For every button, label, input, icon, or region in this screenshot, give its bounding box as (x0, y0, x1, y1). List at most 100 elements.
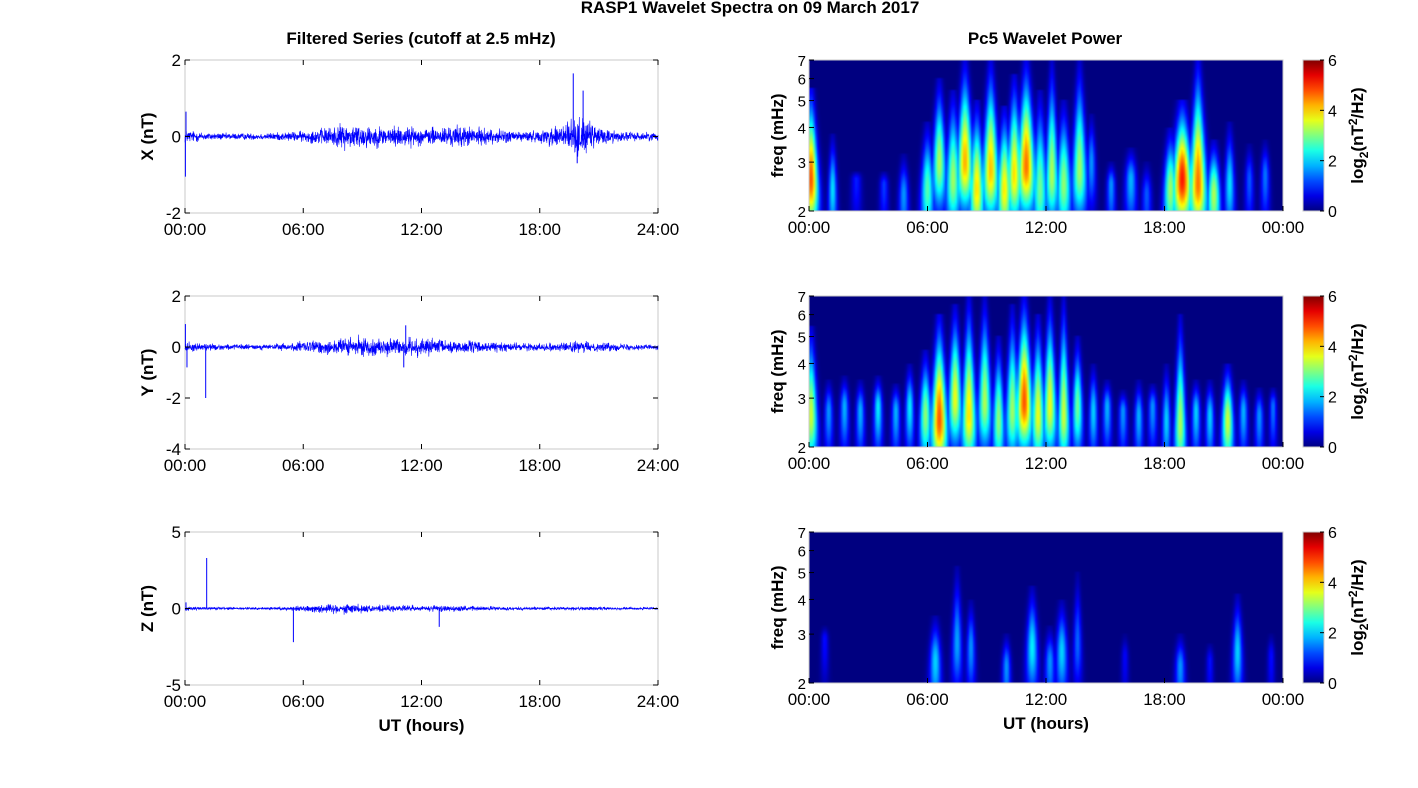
series-y-xtick-label: 24:00 (637, 456, 680, 475)
power-x-xtick-label: 06:00 (906, 218, 949, 237)
series-z-panel: 5 0 -500:00 06:00 12:00 18:00 24:00 Z (nT) UT (h… (138, 523, 679, 735)
power-x-ytick-label: 5 (798, 94, 806, 111)
power-y-ylabel: freq (mHz) (768, 329, 787, 413)
series-y-panel: 2 0 -2 -400:00 06:00 12:00 18:00 24:00 Y (nT) (138, 287, 679, 475)
power-x-panel: 2 3 4 5 6 7 00:00 06:00 12:00 18:00 00:00 freq (mHz… (768, 53, 1371, 237)
series-y-trace (184, 334, 659, 358)
power-x-ytick-label: 7 (798, 53, 806, 70)
power-x-ylabel: freq (mHz) (768, 93, 787, 177)
series-z-ylabel: Z (nT) (138, 585, 157, 632)
right-column-title: Pc5 Wavelet Power (968, 29, 1123, 48)
series-z-xtick-label: 06:00 (282, 692, 325, 711)
series-y-frame (184, 295, 659, 450)
power-z-xtick-label: 06:00 (906, 690, 949, 709)
series-y-xtick-label: 00:00 (164, 456, 207, 475)
power-x-ytick-label: 2 (798, 204, 806, 221)
series-x-xtick-label: 18:00 (518, 220, 561, 239)
series-y-ytick-label: 0 (172, 338, 181, 357)
series-z-xtick-label: 12:00 (400, 692, 443, 711)
power-z-colorbar-tick-label: 0 (1328, 676, 1337, 693)
power-y-colorbar-tick-label: 0 (1328, 440, 1337, 457)
power-y-colorbar-tick-label: 4 (1328, 339, 1337, 356)
panels: 20-200:00 06:00 12:00 18:00 24:00X (nT)20-2-… (138, 51, 1371, 735)
series-z-xlabel: UT (hours) (379, 716, 465, 735)
power-y-colorbar-label: log2(nT2/Hz) (1346, 323, 1371, 419)
series-y-ylabel: Y (nT) (138, 349, 157, 397)
series-x-ytick-label: 2 (172, 51, 181, 70)
series-z-xtick-label: 18:00 (518, 692, 561, 711)
series-y-xtick-label: 06:00 (282, 456, 325, 475)
series-y-xtick-label: 18:00 (518, 456, 561, 475)
power-y-ytick-label: 2 (798, 440, 806, 457)
power-x-colorbar (1302, 59, 1325, 212)
series-z-ytick-label: 0 (172, 600, 181, 619)
power-z-xtick-label: 12:00 (1025, 690, 1068, 709)
power-z-heatmap (809, 532, 1283, 683)
power-z-ylabel: freq (mHz) (768, 565, 787, 649)
series-x-ytick-label: 0 (172, 128, 181, 147)
series-z-ytick-label: -5 (166, 676, 181, 695)
series-z-trace (184, 603, 659, 615)
power-x-xtick-label: 12:00 (1025, 218, 1068, 237)
power-z-colorbar (1302, 531, 1325, 684)
power-y-panel: 2 3 4 5 6 7 00:00 06:00 12:00 18:00 00:00 freq (mHz… (768, 289, 1371, 473)
series-y-ytick-label: -2 (166, 389, 181, 408)
series-x-panel: 2 0 -200:00 06:00 12:00 18:00 24:00 X (nT) (138, 51, 679, 239)
power-z-ytick-label: 6 (798, 544, 806, 561)
power-z-ytick-label: 5 (798, 566, 806, 583)
power-z-xlabel: UT (hours) (1003, 714, 1089, 733)
series-y-ytick-label: 2 (172, 287, 181, 306)
power-z-colorbar-tick-label: 2 (1328, 626, 1337, 643)
power-y-ytick-label: 7 (798, 289, 806, 306)
power-z-xtick-label: 00:00 (788, 690, 831, 709)
power-z-ytick-label: 7 (798, 525, 806, 542)
power-x-xtick-label: 00:00 (788, 218, 831, 237)
power-x-ytick-label: 3 (798, 155, 806, 172)
power-y-ytick-label: 4 (798, 356, 806, 373)
power-z-colorbar-label: log2(nT2/Hz) (1346, 559, 1371, 655)
power-y-colorbar-tick-label: 6 (1328, 289, 1337, 306)
series-y-ytick-label: -4 (166, 440, 181, 459)
power-y-xtick-label: 06:00 (906, 454, 949, 473)
power-x-colorbar-tick-label: 4 (1328, 103, 1337, 120)
series-x-ylabel: X (nT) (138, 112, 157, 160)
power-x-ytick-label: 6 (798, 72, 806, 89)
power-z-colorbar-tick-label: 6 (1328, 525, 1337, 542)
series-x-xtick-label: 06:00 (282, 220, 325, 239)
power-y-xtick-label: 18:00 (1143, 454, 1186, 473)
power-x-colorbar-tick-label: 6 (1328, 53, 1337, 70)
series-z-xtick-label: 00:00 (164, 692, 207, 711)
power-y-ytick-label: 6 (798, 308, 806, 325)
power-y-heatmap (809, 296, 1283, 447)
power-y-xtick-label: 00:00 (788, 454, 831, 473)
power-z-xtick-label: 00:00 (1262, 690, 1305, 709)
power-x-colorbar-tick-label: 2 (1328, 154, 1337, 171)
power-y-colorbar (1302, 295, 1325, 448)
power-y-colorbar-tick-label: 2 (1328, 390, 1337, 407)
power-z-ytick-label: 3 (798, 627, 806, 644)
series-x-trace (184, 116, 659, 157)
power-y-xtick-label: 00:00 (1262, 454, 1305, 473)
series-x-xtick-label: 00:00 (164, 220, 207, 239)
power-y-ytick-label: 5 (798, 330, 806, 347)
series-x-xtick-label: 12:00 (400, 220, 443, 239)
power-x-colorbar-tick-label: 0 (1328, 204, 1337, 221)
figure-title: RASP1 Wavelet Spectra on 09 March 2017 (581, 0, 920, 17)
series-z-ytick-label: 5 (172, 523, 181, 542)
power-z-ytick-label: 2 (798, 676, 806, 693)
power-x-ytick-label: 4 (798, 120, 806, 137)
power-z-colorbar-tick-label: 4 (1328, 575, 1337, 592)
series-z-xtick-label: 24:00 (637, 692, 680, 711)
series-x-ytick-label: -2 (166, 204, 181, 223)
power-x-xtick-label: 00:00 (1262, 218, 1305, 237)
power-y-xtick-label: 12:00 (1025, 454, 1068, 473)
power-x-colorbar-label: log2(nT2/Hz) (1346, 87, 1371, 183)
series-y-xtick-label: 12:00 (400, 456, 443, 475)
series-x-xtick-label: 24:00 (637, 220, 680, 239)
power-z-xtick-label: 18:00 (1143, 690, 1186, 709)
left-column-title: Filtered Series (cutoff at 2.5 mHz) (286, 29, 555, 48)
power-y-ytick-label: 3 (798, 391, 806, 408)
power-z-ytick-label: 4 (798, 592, 806, 609)
power-x-heatmap (809, 60, 1283, 211)
